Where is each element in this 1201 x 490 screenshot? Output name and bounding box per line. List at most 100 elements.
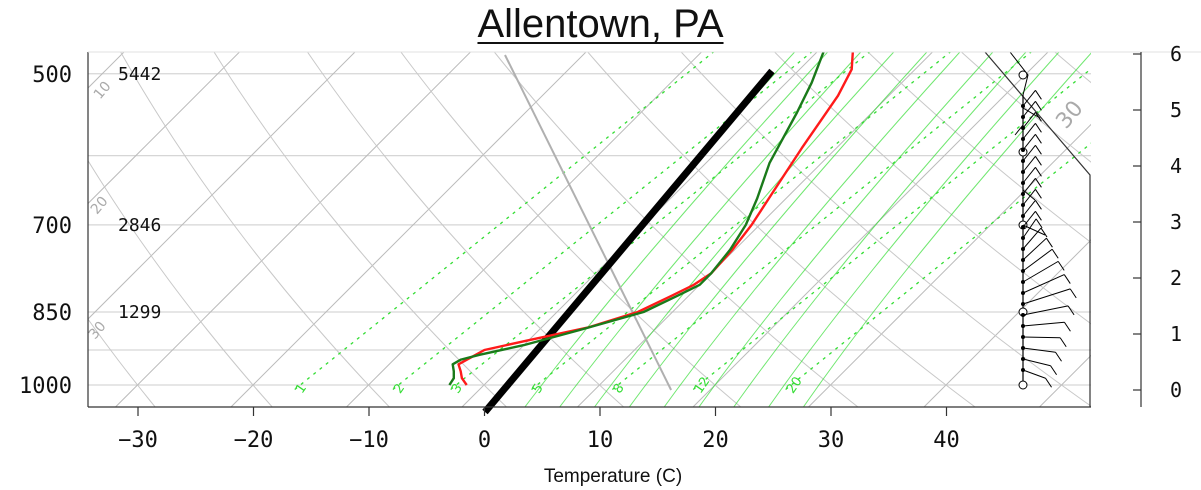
isotherm-line xyxy=(88,52,125,89)
dry-adiabat-line xyxy=(493,52,859,407)
km-tick-label: 2 xyxy=(1170,266,1182,290)
barb-feather xyxy=(1035,189,1042,199)
dry-adiabat-line xyxy=(680,52,1091,407)
dry-adiabat-line xyxy=(960,52,1091,163)
barb-feather xyxy=(1035,101,1042,111)
barb-feather xyxy=(1035,123,1042,133)
right-boundary-line xyxy=(984,51,1091,407)
mixing-ratio-line xyxy=(294,52,715,390)
reference-adiabat-line xyxy=(504,54,673,391)
moist-adiabat-line xyxy=(698,52,994,407)
x-tick-label: 40 xyxy=(933,428,960,453)
chart-guides xyxy=(482,51,1091,415)
barb-shaft xyxy=(1022,107,1041,119)
moist-adiabat-line xyxy=(628,52,928,407)
height-label: 5442 xyxy=(118,64,161,85)
dry-adiabat-line xyxy=(120,52,391,407)
barb-feather xyxy=(1035,90,1042,100)
wind-barbs xyxy=(1009,52,1077,390)
barb-feather xyxy=(1045,237,1053,248)
barb-feather xyxy=(1035,211,1042,221)
barb-shaft xyxy=(1022,288,1071,305)
pressure-tick-label: 850 xyxy=(32,301,72,326)
mixing-ratio-line xyxy=(392,52,813,390)
chart-title: Allentown, PA xyxy=(477,2,724,46)
barb-shaft xyxy=(1022,321,1065,327)
barb-shaft xyxy=(1014,124,1024,136)
barb-shaft xyxy=(1022,237,1047,261)
barb-shaft xyxy=(1022,167,1036,184)
x-tick-label: 30 xyxy=(818,428,845,453)
barb-feather xyxy=(1067,305,1075,316)
dry-adiabat-line xyxy=(1122,30,1201,430)
plot-area xyxy=(88,52,1091,407)
barb-staff-line xyxy=(1009,52,1029,96)
moist-adiabat-line xyxy=(559,52,862,407)
barb-feather xyxy=(1035,156,1042,166)
barb-feather xyxy=(1050,365,1058,376)
barb-station-circle xyxy=(1018,70,1028,80)
height-label: 1299 xyxy=(118,302,161,323)
x-tick-label: −30 xyxy=(118,428,158,453)
barb-shaft xyxy=(1022,211,1036,228)
isotherm-line xyxy=(346,52,703,407)
barb-feather xyxy=(1064,321,1071,332)
dry-adiabat-line xyxy=(587,52,976,407)
barb-shaft xyxy=(1022,112,1036,129)
barb-shaft xyxy=(1022,189,1036,201)
pressure-tick-label: 500 xyxy=(32,63,72,88)
temperature-profile-line xyxy=(457,52,855,386)
km-tick-label: 1 xyxy=(1170,322,1182,346)
barb-shaft xyxy=(1022,305,1069,316)
mixing-ratio-line xyxy=(692,68,1091,390)
km-tick-label: 3 xyxy=(1170,210,1182,234)
dry-adiabat-line xyxy=(88,318,156,407)
barb-feather xyxy=(1057,261,1065,271)
barb-shaft xyxy=(1022,224,1046,236)
mixing-ratio-line xyxy=(611,52,1033,390)
barb-shaft xyxy=(1022,145,1036,162)
moist-adiabat-line xyxy=(663,52,961,407)
barb-feather xyxy=(1040,227,1048,238)
barb-feather xyxy=(1055,351,1062,362)
km-tick-label: 0 xyxy=(1170,378,1182,402)
x-tick-label: 0 xyxy=(478,428,491,453)
barb-shaft xyxy=(1022,189,1036,206)
barb-feather xyxy=(1035,218,1043,229)
moist-adiabat-line xyxy=(733,52,1027,407)
km-tick-label: 6 xyxy=(1170,42,1182,66)
barb-shaft xyxy=(1022,101,1036,118)
moist-adiabat-line xyxy=(768,52,1060,407)
isotherm-line xyxy=(923,239,1091,407)
dry-adiabat-line xyxy=(400,52,742,407)
x-tick-label: 20 xyxy=(702,428,729,453)
pressure-tick-label: 1000 xyxy=(19,374,72,399)
barb-shaft xyxy=(1022,260,1059,283)
barb-shaft xyxy=(1022,156,1036,173)
barb-shaft xyxy=(1022,347,1056,353)
sounding-profiles xyxy=(448,52,855,386)
barb-feather xyxy=(1035,134,1042,144)
x-tick-label: 10 xyxy=(587,428,614,453)
km-tick-label: 5 xyxy=(1170,98,1182,122)
moist-adiabat-line xyxy=(593,52,895,407)
isotherm-line xyxy=(88,52,241,205)
dry-adiabat-line xyxy=(88,159,273,407)
barb-feather xyxy=(1035,167,1042,177)
x-axis-label: Temperature (C) xyxy=(544,466,682,487)
height-label: 2846 xyxy=(118,215,161,236)
mixing-ratio-line xyxy=(450,52,871,390)
barb-shaft xyxy=(1022,274,1065,294)
dry-adiabat-line xyxy=(867,52,1091,244)
barb-feather xyxy=(1069,288,1077,299)
isotherm-line xyxy=(88,52,356,320)
barb-feather xyxy=(1045,377,1052,388)
barb-shaft xyxy=(1022,336,1061,339)
pressure-tick-label: 700 xyxy=(32,214,72,239)
lapse-rate-line xyxy=(482,68,775,415)
barb-shaft xyxy=(1022,369,1046,379)
x-tick-label: −10 xyxy=(349,428,389,453)
barb-station-circle xyxy=(1018,380,1028,390)
x-tick-label: −20 xyxy=(234,428,274,453)
